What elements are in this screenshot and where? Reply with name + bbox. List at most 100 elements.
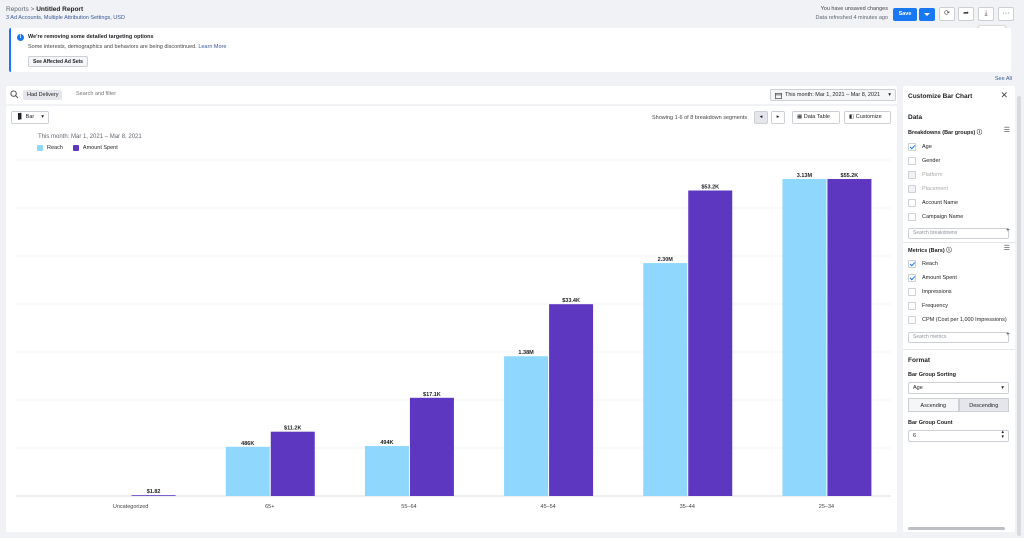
breakdown-option-gender[interactable]: Gender bbox=[908, 156, 940, 165]
reorder-icon[interactable]: ☰ bbox=[1003, 127, 1010, 134]
bar-group-sorting-select[interactable]: Age ▾ bbox=[908, 382, 1009, 394]
bar-reach[interactable] bbox=[364, 445, 409, 496]
close-icon[interactable]: ✕ bbox=[1000, 90, 1008, 100]
stepper-arrows-icon[interactable]: ▴ ▾ bbox=[1001, 429, 1004, 440]
share-button[interactable]: ➦ bbox=[958, 7, 974, 21]
checkbox[interactable] bbox=[908, 259, 916, 268]
horizontal-scrollbar[interactable] bbox=[908, 527, 1005, 530]
notice-title: We're removing some detailed targeting o… bbox=[28, 34, 154, 40]
metric-option-amount-spent[interactable]: Amount Spent bbox=[908, 273, 957, 282]
x-tick-label: 65+ bbox=[265, 504, 274, 510]
metric-option-label: CPM (Cost per 1,000 Impressions) bbox=[922, 316, 1007, 323]
data-label: 494K bbox=[380, 440, 393, 446]
bar-reach[interactable] bbox=[782, 179, 827, 496]
metric-option-impressions[interactable]: Impressions bbox=[908, 287, 952, 296]
breadcrumb-separator: > bbox=[30, 6, 35, 13]
breakdown-option-label: Account Name bbox=[922, 199, 959, 206]
save-button[interactable]: Save bbox=[893, 8, 917, 21]
metric-option-frequency[interactable]: Frequency bbox=[908, 301, 948, 310]
bar-amount-spent[interactable] bbox=[827, 179, 872, 496]
breakdown-option-label: Gender bbox=[922, 157, 941, 164]
checkbox bbox=[908, 170, 916, 179]
bar-chart: $1.82 Uncategorized 486K $11.2K 65+ 494K $17.1… bbox=[16, 159, 891, 510]
reorder-icon[interactable]: ☰ bbox=[1003, 245, 1010, 252]
legend-item-amount-spent[interactable]: Amount Spent bbox=[72, 145, 118, 151]
bar-reach[interactable] bbox=[225, 446, 270, 496]
breakdown-option-label: Placement bbox=[922, 185, 948, 192]
bar-group-count-stepper[interactable]: 6 ▴ ▾ bbox=[908, 430, 1009, 442]
bar-reach[interactable] bbox=[643, 263, 688, 496]
refresh-button[interactable]: ⟳ bbox=[939, 7, 955, 21]
chart-type-select[interactable]: ▐▍ Bar ▾ bbox=[11, 111, 49, 124]
chart-type-label: Bar bbox=[25, 114, 35, 120]
add-breakdown-icon[interactable]: + bbox=[1005, 227, 1010, 234]
search-breakdowns-input[interactable]: Search breakdowns bbox=[908, 228, 1009, 239]
chart-legend: Reach Amount Spent bbox=[37, 145, 118, 151]
breakdown-option-campaign-name[interactable]: Campaign Name bbox=[908, 212, 963, 221]
report-title: Untitled Report bbox=[36, 6, 84, 13]
more-button[interactable]: ··· bbox=[998, 7, 1014, 21]
search-filter-input[interactable] bbox=[76, 91, 376, 97]
metrics-label: Metrics (Bars) ⓘ bbox=[908, 248, 952, 254]
breakdown-option-account-name[interactable]: Account Name bbox=[908, 198, 958, 207]
date-picker[interactable]: This month: Mar 1, 2021 – Mar 8, 2021 ▾ bbox=[770, 89, 896, 101]
bar-group-sorting-label: Bar Group Sorting bbox=[908, 372, 956, 378]
bar-amount-spent[interactable] bbox=[688, 190, 733, 496]
metric-option-label: Frequency bbox=[922, 302, 948, 309]
save-options-dropdown[interactable] bbox=[919, 8, 935, 21]
checkbox[interactable] bbox=[908, 156, 916, 165]
calendar-icon bbox=[775, 92, 782, 99]
checkbox[interactable] bbox=[908, 301, 916, 310]
data-label: $33.4K bbox=[562, 298, 580, 304]
data-section-title: Data bbox=[908, 114, 923, 121]
breakdown-option-age[interactable]: Age bbox=[908, 142, 932, 151]
vertical-scrollbar[interactable] bbox=[1017, 96, 1021, 536]
top-bar: Reports > Untitled Report 3 Ad Accounts,… bbox=[0, 0, 1024, 28]
data-label: 1.38M bbox=[518, 350, 534, 356]
data-table-button[interactable]: ▦ Data Table bbox=[792, 111, 840, 124]
bar-amount-spent[interactable] bbox=[270, 431, 315, 496]
ascending-button[interactable]: Ascending bbox=[908, 398, 959, 412]
metric-option-label: Reach bbox=[922, 260, 938, 267]
had-delivery-chip[interactable]: Had Delivery bbox=[23, 90, 63, 100]
metric-option-reach[interactable]: Reach bbox=[908, 259, 938, 268]
divider bbox=[903, 242, 1015, 243]
notice-banner: i We're removing some detailed targeting… bbox=[9, 28, 1011, 72]
bar-reach[interactable] bbox=[504, 356, 549, 496]
report-subtitle[interactable]: 3 Ad Accounts, Multiple Attribution Sett… bbox=[6, 15, 125, 21]
see-all-link[interactable]: See All bbox=[994, 76, 1012, 82]
next-page-button[interactable]: ▸ bbox=[771, 111, 785, 124]
see-affected-ad-sets-button[interactable]: See Affected Ad Sets bbox=[28, 56, 88, 67]
prev-page-button[interactable]: ◂ bbox=[754, 111, 768, 124]
metric-option-cpm-cost-per-1-000-impressions[interactable]: CPM (Cost per 1,000 Impressions) bbox=[908, 315, 1007, 324]
bar-amount-spent[interactable] bbox=[131, 495, 176, 496]
checkbox[interactable] bbox=[908, 315, 916, 324]
checkbox[interactable] bbox=[908, 212, 916, 221]
legend-item-reach[interactable]: Reach bbox=[37, 145, 63, 151]
checkbox[interactable] bbox=[908, 198, 916, 207]
breakdown-option-label: Campaign Name bbox=[922, 213, 964, 220]
bar-amount-spent[interactable] bbox=[409, 397, 454, 496]
share-icon: ➦ bbox=[963, 10, 969, 17]
export-button[interactable]: ⤓ bbox=[978, 7, 994, 21]
search-metrics-input[interactable]: Search metrics bbox=[908, 332, 1009, 343]
customize-button[interactable]: ◧ Customize bbox=[844, 111, 891, 124]
descending-button[interactable]: Descending bbox=[958, 398, 1009, 412]
checkbox[interactable] bbox=[908, 273, 916, 282]
add-metric-icon[interactable]: + bbox=[1005, 331, 1010, 338]
sort-order-toggle: Ascending Descending bbox=[908, 398, 1009, 412]
data-table-label: Data Table bbox=[803, 114, 830, 120]
data-label: $55.2K bbox=[841, 173, 859, 179]
checkbox[interactable] bbox=[908, 287, 916, 296]
x-tick-label: 45–54 bbox=[540, 504, 555, 510]
breakdown-option-label: Platform bbox=[922, 171, 943, 178]
data-label: $11.2K bbox=[284, 426, 301, 432]
checkbox[interactable] bbox=[908, 142, 916, 151]
bar-amount-spent[interactable] bbox=[549, 304, 594, 496]
breadcrumb-reports[interactable]: Reports bbox=[6, 6, 29, 13]
chevron-right-icon: ▸ bbox=[776, 114, 780, 120]
learn-more-link[interactable]: Learn More bbox=[198, 44, 227, 50]
x-tick-label: 55–64 bbox=[401, 504, 416, 510]
sorting-value: Age bbox=[913, 385, 923, 391]
breakdown-option-label: Age bbox=[922, 143, 932, 150]
